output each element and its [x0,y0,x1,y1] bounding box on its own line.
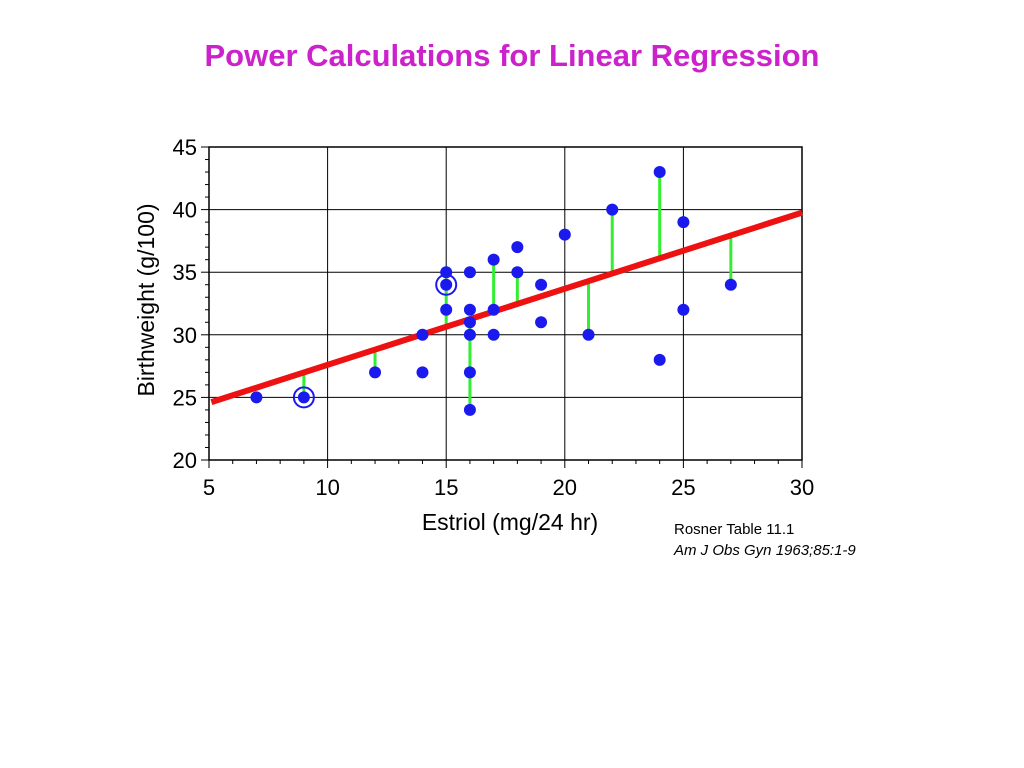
x-tick-label: 25 [671,475,695,500]
data-point [463,303,476,316]
data-point [677,303,690,316]
data-point [369,366,382,379]
data-point [487,253,500,266]
data-points [250,166,737,416]
tick-labels: 5 10 15 20 25 30 20 25 30 35 40 45 [173,135,815,500]
data-point [250,391,263,404]
data-point [558,228,571,241]
y-tick-label: 45 [173,135,197,160]
source-table-reference: Rosner Table 11.1 [674,521,795,538]
grid-lines [208,146,803,461]
data-point [297,391,310,404]
y-axis-label: Birthweight (g/100) [133,203,159,396]
x-axis-label: Estriol (mg/24 hr) [422,509,598,535]
data-point [440,303,453,316]
data-point [677,216,690,229]
minor-ticks [201,146,803,468]
data-point [463,316,476,329]
data-point [416,328,429,341]
x-tick-label: 15 [434,475,458,500]
data-point [724,278,737,291]
slide-title: Power Calculations for Linear Regression [204,38,820,73]
highlighted-point-ring [435,273,458,296]
data-point [463,266,476,279]
y-tick-label: 20 [173,448,197,473]
plot-frame [208,146,803,461]
regression-line [210,209,803,406]
data-point [535,316,548,329]
data-point [463,366,476,379]
y-tick-label: 35 [173,260,197,285]
source-citation: Rosner Table 11.1 Am J Obs Gyn 1963;85:1… [674,519,856,561]
x-tick-label: 20 [553,475,577,500]
highlighted-point-ring [292,386,315,409]
regression-line-group [210,209,803,406]
data-point [511,241,524,254]
data-point [487,303,500,316]
data-point [463,403,476,416]
x-tick-label: 5 [203,475,215,500]
data-point [511,266,524,279]
data-point [653,353,666,366]
source-journal-reference: Am J Obs Gyn 1963;85:1-9 [674,542,856,559]
residual-segments [302,172,733,410]
y-tick-label: 40 [173,198,197,223]
data-point [487,328,500,341]
data-point [440,278,453,291]
data-point [535,278,548,291]
data-point [582,328,595,341]
y-tick-label: 30 [173,323,197,348]
data-point [416,366,429,379]
data-point [463,328,476,341]
x-tick-label: 10 [315,475,339,500]
data-point [606,203,619,216]
y-tick-label: 25 [173,385,197,410]
x-tick-label: 30 [790,475,814,500]
data-point [653,166,666,179]
